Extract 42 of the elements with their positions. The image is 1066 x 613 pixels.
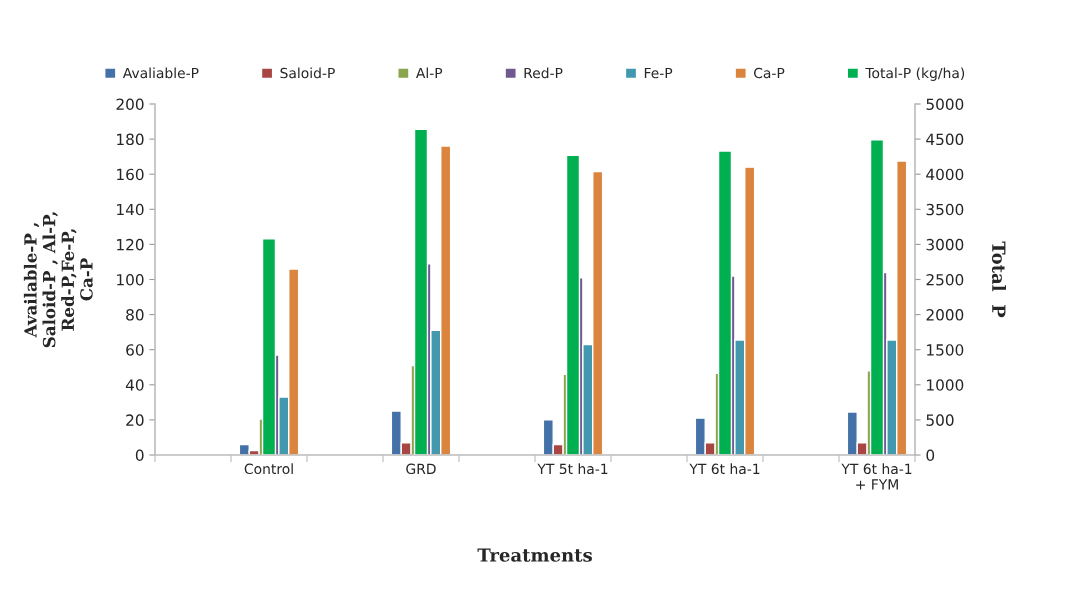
y-tick-label: 40 (125, 379, 144, 391)
bar (717, 150, 733, 455)
y2-tick-label: 2000 (926, 309, 964, 321)
y2-tick-label: 1500 (927, 344, 964, 356)
legend-label: Saloid-P (280, 67, 335, 79)
legend-label: Total-P (kg/ha) (865, 67, 965, 81)
x-tick-label: YT 6t ha-1 + FYM (841, 463, 912, 490)
legend-label: Ca-P (754, 67, 785, 79)
y2-tick-label: 3000 (926, 238, 964, 251)
legend-label: Red-P (524, 67, 563, 79)
y2-tick-label: 2500 (926, 273, 964, 286)
y-tick-label: 180 (117, 133, 144, 146)
y-tick-label: 80 (126, 309, 144, 321)
bar (869, 139, 885, 455)
bar (565, 154, 581, 455)
y-tick-label: 160 (117, 168, 144, 181)
y-axis-title: Available-P , Saloid-P , Al-P, Red-P,Fe-P, Ca-P (23, 212, 93, 348)
y2-tick-label: 1000 (927, 379, 964, 391)
x-tick-label: GRD (406, 463, 436, 475)
y-tick-label: 100 (117, 273, 144, 286)
x-tick-label: Control (244, 463, 293, 475)
x-axis-title: Treatments (477, 548, 592, 562)
y-tick-label: 0 (135, 449, 144, 462)
bar (261, 238, 277, 455)
x-tick-label: YT 5t ha-1 (537, 463, 608, 475)
y-tick-label: 20 (126, 414, 144, 426)
y2-tick-label: 4500 (926, 133, 964, 146)
legend-label: Fe-P (644, 67, 673, 79)
y2-tick-label: 3500 (926, 203, 964, 216)
y2-tick-label: 5000 (926, 98, 964, 111)
x-tick-label: YT 6t ha-1 (689, 463, 760, 475)
legend-label: Al-P (415, 67, 443, 79)
y2-tick-label: 0 (926, 449, 935, 462)
bar (413, 128, 429, 455)
y-tick-label: 60 (126, 344, 144, 356)
y2-tick-label: 500 (926, 414, 954, 426)
y2-tick-label: 4000 (926, 168, 964, 181)
y-tick-label: 200 (116, 98, 144, 111)
legend-label: Avaliable-P (122, 67, 199, 79)
y-tick-label: 140 (117, 203, 144, 216)
y-tick-label: 120 (117, 238, 144, 251)
y2-axis-title: Total P (991, 241, 1006, 318)
